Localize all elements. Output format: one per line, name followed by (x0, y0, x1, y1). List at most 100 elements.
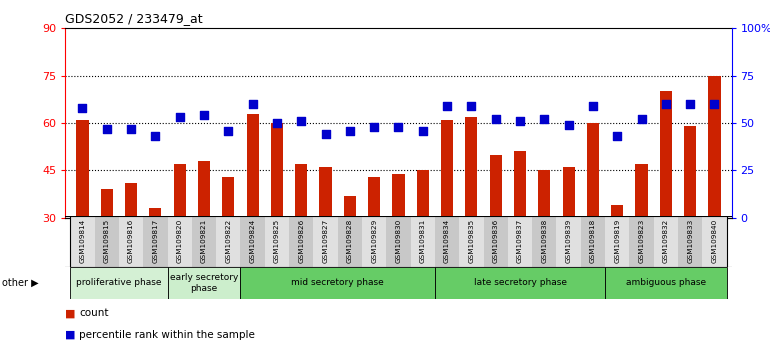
Text: count: count (79, 308, 109, 318)
Text: GSM109821: GSM109821 (201, 218, 207, 263)
Bar (587, 123, 599, 218)
Text: ambiguous phase: ambiguous phase (626, 278, 706, 287)
Bar (708, 76, 721, 218)
Point (76, 105, 89, 111)
Bar (143, 216, 168, 267)
Bar (240, 267, 435, 299)
Bar (459, 216, 484, 267)
Bar (581, 216, 605, 267)
Bar (246, 114, 259, 218)
Bar (684, 126, 696, 218)
Point (587, 103, 599, 109)
Text: GSM109828: GSM109828 (346, 218, 353, 263)
Bar (216, 216, 240, 267)
Text: GSM109829: GSM109829 (371, 218, 377, 263)
Text: GSM109825: GSM109825 (274, 218, 280, 263)
Bar (223, 177, 234, 218)
Bar (119, 216, 143, 267)
Point (343, 128, 356, 133)
Bar (563, 167, 574, 218)
Bar (538, 170, 551, 218)
Point (660, 101, 672, 107)
Bar (173, 164, 186, 218)
Bar (514, 152, 526, 218)
Text: GSM109823: GSM109823 (638, 218, 644, 263)
Point (198, 113, 210, 118)
Point (173, 114, 186, 120)
Point (465, 103, 477, 109)
Bar (313, 216, 338, 267)
Text: other ▶: other ▶ (2, 278, 39, 288)
Bar (605, 267, 727, 299)
Text: GSM109816: GSM109816 (128, 218, 134, 263)
Text: GSM109826: GSM109826 (298, 218, 304, 263)
Point (368, 124, 380, 130)
Point (538, 116, 551, 122)
Point (514, 118, 526, 124)
Point (125, 126, 137, 132)
Bar (605, 216, 629, 267)
Point (295, 118, 307, 124)
Bar (368, 177, 380, 218)
Bar (654, 216, 678, 267)
Point (611, 133, 624, 139)
Text: GSM109837: GSM109837 (517, 218, 523, 263)
Text: GSM109832: GSM109832 (663, 218, 669, 263)
Text: percentile rank within the sample: percentile rank within the sample (79, 330, 255, 339)
Bar (343, 196, 356, 218)
Text: GSM109818: GSM109818 (590, 218, 596, 263)
Text: GSM109815: GSM109815 (104, 218, 110, 263)
Text: GSM109836: GSM109836 (493, 218, 499, 263)
Bar (702, 216, 727, 267)
Text: GSM109817: GSM109817 (152, 218, 159, 263)
Bar (192, 216, 216, 267)
Bar (435, 216, 459, 267)
Bar (660, 91, 672, 218)
Bar (410, 216, 435, 267)
Text: GSM109833: GSM109833 (687, 218, 693, 263)
Point (441, 103, 454, 109)
Point (635, 116, 648, 122)
Bar (198, 161, 210, 218)
Bar (271, 123, 283, 218)
Text: GSM109820: GSM109820 (176, 218, 182, 263)
Bar (240, 216, 265, 267)
Bar (95, 216, 119, 267)
Bar (465, 117, 477, 218)
Bar (557, 216, 581, 267)
Bar (295, 164, 307, 218)
Text: GSM109822: GSM109822 (226, 218, 231, 263)
Text: GSM109824: GSM109824 (249, 218, 256, 263)
Bar (387, 216, 410, 267)
Point (149, 133, 162, 139)
Bar (149, 208, 162, 218)
Text: GSM109834: GSM109834 (444, 218, 450, 263)
Bar (490, 155, 502, 218)
Bar (320, 167, 332, 218)
Text: GSM109840: GSM109840 (711, 218, 718, 263)
Point (562, 122, 574, 128)
Text: GSM109831: GSM109831 (420, 218, 426, 263)
Bar (441, 120, 454, 218)
Point (490, 116, 502, 122)
Text: late secretory phase: late secretory phase (474, 278, 567, 287)
Bar (484, 216, 508, 267)
Point (417, 128, 429, 133)
Point (246, 101, 259, 107)
Bar (101, 189, 113, 218)
Bar (678, 216, 702, 267)
Bar (435, 267, 605, 299)
Text: mid secretory phase: mid secretory phase (291, 278, 384, 287)
Text: GSM109838: GSM109838 (541, 218, 547, 263)
Text: GSM109814: GSM109814 (79, 218, 85, 263)
Bar (168, 216, 192, 267)
Bar (70, 267, 168, 299)
Bar (629, 216, 654, 267)
Text: GSM109827: GSM109827 (323, 218, 329, 263)
Point (708, 101, 721, 107)
Bar (125, 183, 137, 218)
Point (271, 120, 283, 126)
Text: ■: ■ (65, 308, 76, 318)
Point (223, 128, 235, 133)
Text: GDS2052 / 233479_at: GDS2052 / 233479_at (65, 12, 203, 25)
